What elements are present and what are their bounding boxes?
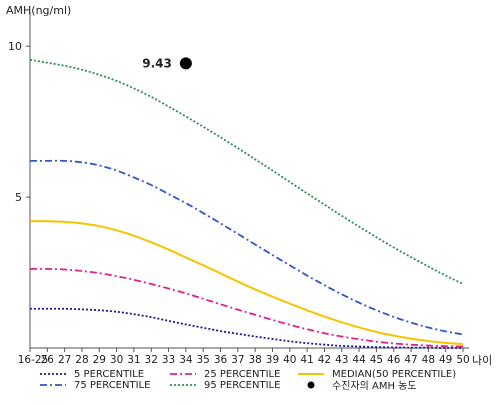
x-tick-label: 29 bbox=[93, 354, 106, 366]
x-tick-label: 42 bbox=[318, 354, 331, 366]
x-tick-label: 26 bbox=[41, 354, 55, 366]
legend-label-0: 5 PERCENTILE bbox=[74, 369, 144, 380]
x-tick-label: 45 bbox=[370, 354, 383, 366]
y-axis-title: AMH(ng/ml) bbox=[6, 4, 71, 17]
x-tick-label: 28 bbox=[75, 354, 88, 366]
x-tick-label: 40 bbox=[283, 354, 296, 366]
x-tick-label: 43 bbox=[335, 354, 348, 366]
patient-amh-point bbox=[179, 57, 192, 70]
x-tick-label: 39 bbox=[266, 354, 279, 366]
x-tick-label: 35 bbox=[197, 354, 210, 366]
legend-label-2: 25 PERCENTILE bbox=[204, 369, 280, 380]
patient-amh-value-label: 9.43 bbox=[142, 56, 172, 70]
series-line-0 bbox=[30, 307, 464, 349]
y-tick-label: 10 bbox=[8, 40, 22, 53]
x-tick-label: 33 bbox=[162, 354, 175, 366]
series-line-3 bbox=[29, 159, 464, 336]
series-line-1 bbox=[29, 267, 464, 348]
legend-label-3: 95 PERCENTILE bbox=[204, 380, 280, 391]
x-tick-label: 32 bbox=[145, 354, 158, 366]
y-tick-label: 5 bbox=[15, 191, 22, 204]
x-tick-label: 30 bbox=[110, 354, 123, 366]
series-lines bbox=[29, 58, 464, 349]
x-tick-label: 41 bbox=[300, 354, 313, 366]
x-tick-label: 31 bbox=[127, 354, 140, 366]
x-tick-label: 46 bbox=[387, 354, 401, 366]
x-tick-label: 27 bbox=[58, 354, 71, 366]
x-tick-label: 44 bbox=[352, 354, 366, 366]
legend-label-1: 75 PERCENTILE bbox=[74, 380, 150, 391]
x-tick-label: 38 bbox=[248, 354, 261, 366]
x-tick-label: 48 bbox=[422, 354, 435, 366]
x-tick-label: 36 bbox=[214, 354, 228, 366]
x-tick-label: 50 bbox=[456, 354, 469, 366]
x-tick-label: 37 bbox=[231, 354, 244, 366]
legend-label-4: MEDIAN(50 PERCENTILE) bbox=[332, 369, 456, 380]
x-tick-label: 47 bbox=[404, 354, 417, 366]
x-tick-label: 34 bbox=[179, 354, 193, 366]
legend-label-highlight: 수진자의 AMH 농도 bbox=[332, 380, 417, 392]
legend-swatch-highlight bbox=[307, 381, 315, 389]
highlight-marker: 9.43 bbox=[142, 56, 192, 70]
x-axis-title: 나이 bbox=[472, 354, 492, 367]
series-line-4 bbox=[29, 58, 464, 285]
x-tick-label: 49 bbox=[439, 354, 452, 366]
series-line-2 bbox=[29, 220, 464, 346]
x-tick-label: 16-25 bbox=[18, 354, 49, 366]
